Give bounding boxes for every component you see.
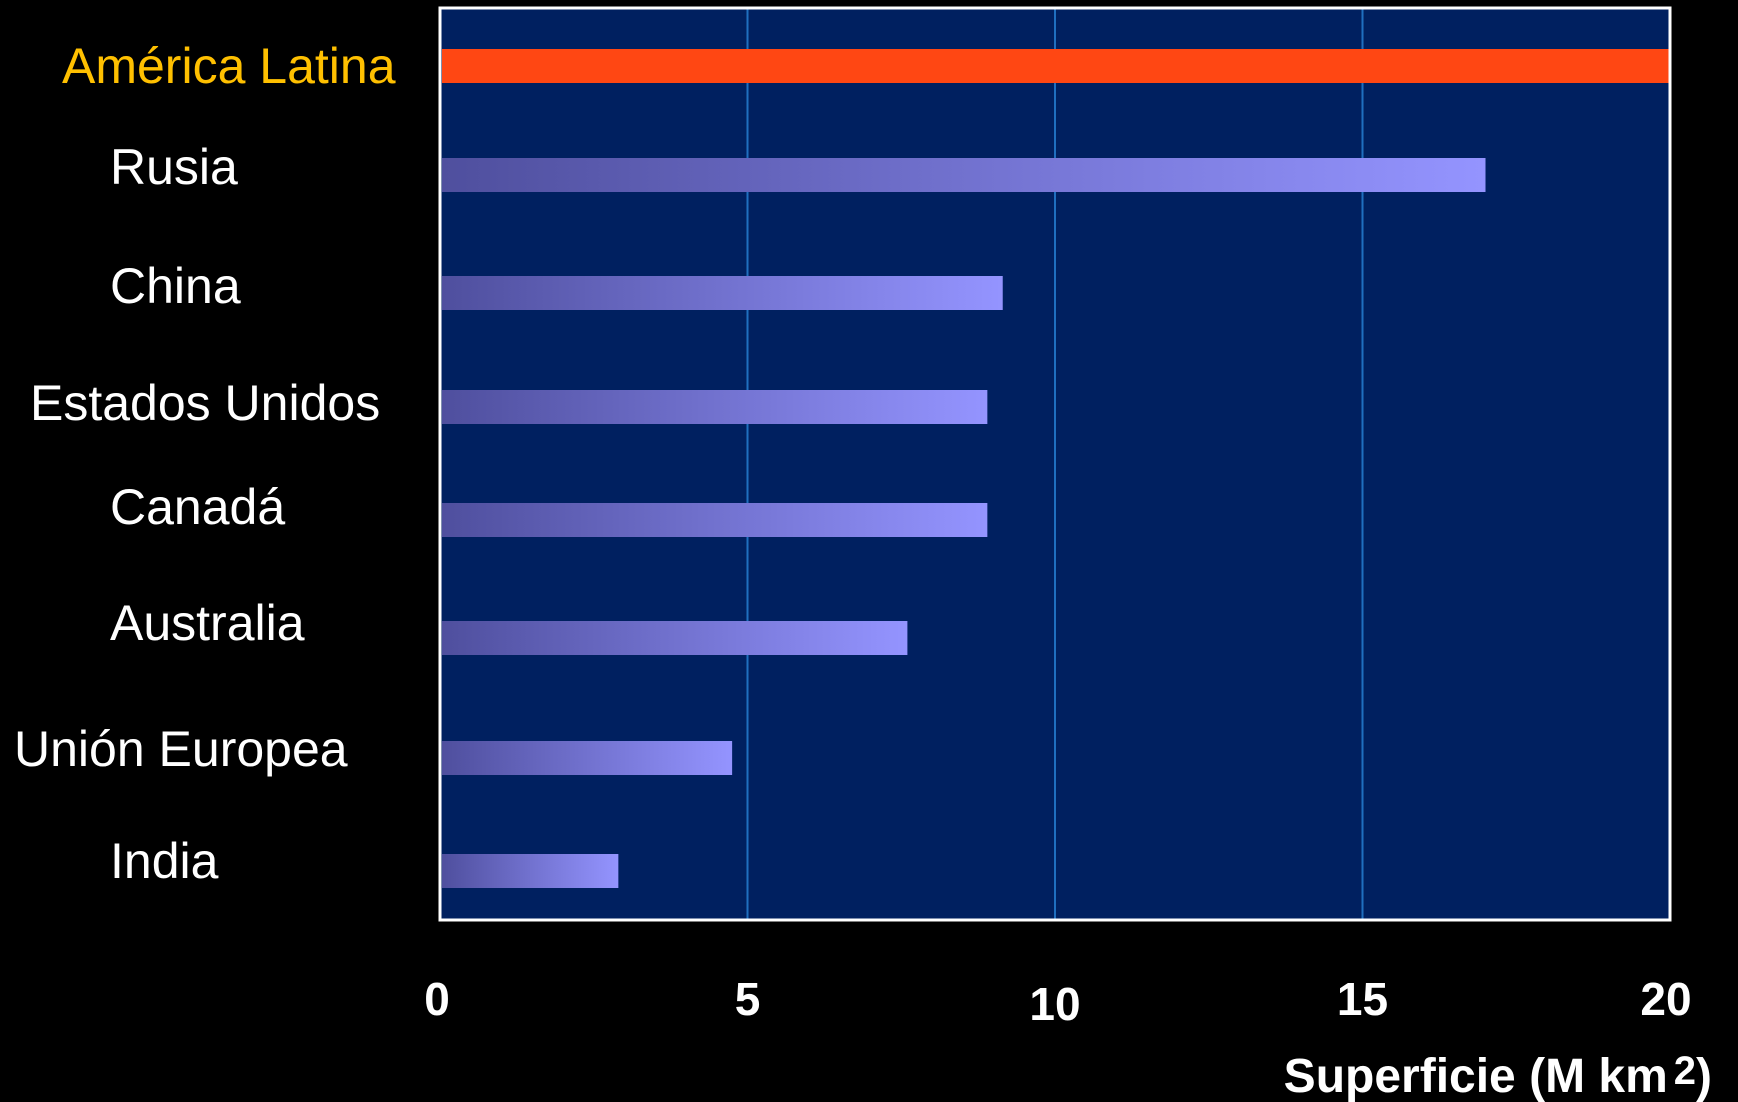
bar [442, 158, 1486, 192]
bar [442, 503, 988, 537]
x-tick-labels: 0 5 10 15 20 [424, 973, 1691, 1030]
x-axis-title-suffix: ) [1696, 1050, 1712, 1102]
plot-border [438, 6, 1672, 922]
x-tick-label: 5 [735, 973, 761, 1025]
bar [442, 49, 1670, 83]
x-axis-title-superscript: 2 [1674, 1049, 1696, 1093]
bar [442, 741, 733, 775]
bar [442, 390, 988, 424]
bar [442, 621, 908, 655]
category-labels: América Latina Rusia China Estados Unidos Ca… [14, 38, 396, 889]
bar [442, 854, 619, 888]
bars [442, 49, 1670, 888]
category-label: Rusia [110, 139, 238, 195]
x-tick-label: 10 [1029, 978, 1080, 1030]
x-tick-label: 20 [1640, 973, 1691, 1025]
category-label: Unión Europea [14, 721, 348, 777]
x-tick-label: 15 [1337, 973, 1388, 1025]
x-axis-title: Superficie (M km 2) [1284, 1049, 1712, 1102]
category-label: Australia [110, 595, 305, 651]
x-axis-title-main: Superficie (M km [1284, 1050, 1668, 1102]
x-tick-label: 0 [424, 973, 450, 1025]
category-label: Canadá [110, 479, 285, 535]
category-label: China [110, 258, 241, 314]
category-label: Estados Unidos [30, 375, 380, 431]
category-label: América Latina [62, 38, 396, 94]
category-label: India [110, 833, 219, 889]
bar [442, 276, 1003, 310]
